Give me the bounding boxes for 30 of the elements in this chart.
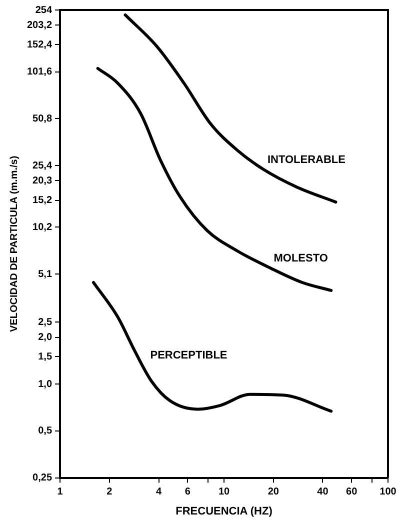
y-axis-title: VELOCIDAD DE PARTICULA (m.m./s) <box>8 156 20 332</box>
y-tick-label: 152,4 <box>26 39 52 50</box>
series-label: PERCEPTIBLE <box>150 349 228 362</box>
series-label: MOLESTO <box>274 252 328 264</box>
y-tick-label: 50,8 <box>32 113 52 124</box>
x-tick-label: 2 <box>106 486 113 498</box>
y-tick-label: 2,5 <box>38 316 52 328</box>
x-tick-label: 60 <box>346 486 358 498</box>
y-tick-label: 1,5 <box>38 351 52 362</box>
y-tick-label: 1,0 <box>38 378 52 390</box>
x-tick-label: 20 <box>268 486 280 498</box>
y-tick-label: 2,0 <box>38 332 52 344</box>
x-tick-label: 10 <box>218 486 230 498</box>
x-axis-title: FRECUENCIA (HZ) <box>176 505 273 518</box>
y-tick-label: 0,5 <box>38 426 52 437</box>
y-tick-label: 20,3 <box>32 175 52 186</box>
y-tick-label: 203,2 <box>26 20 52 31</box>
x-tick-label: 100 <box>380 486 397 498</box>
y-tick-label: 254 <box>35 4 52 16</box>
series-label: INTOLERABLE <box>267 154 346 166</box>
x-tick-label: 4 <box>156 486 162 498</box>
y-tick-label: 5,1 <box>38 268 52 280</box>
x-tick-label: 40 <box>317 486 329 498</box>
y-tick-label: 101,6 <box>26 66 52 78</box>
y-tick-label: 15,2 <box>32 195 52 206</box>
y-tick-label: 25,4 <box>32 160 52 172</box>
y-tick-label: 10,2 <box>32 222 52 233</box>
x-tick-label: 1 <box>57 486 64 498</box>
y-tick-label: 0,25 <box>32 472 52 484</box>
x-tick-label: 6 <box>184 486 191 498</box>
